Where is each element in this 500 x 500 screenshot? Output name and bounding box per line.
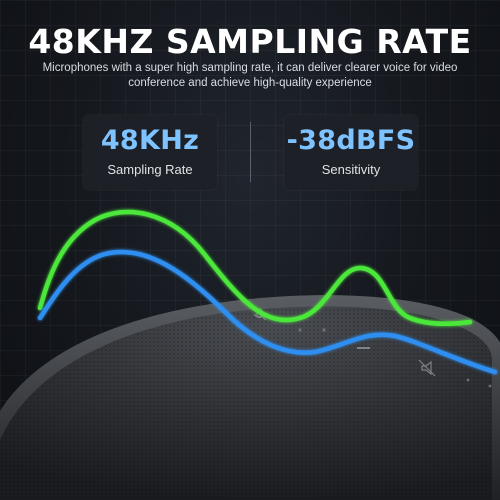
description-text: Microphones with a super high sampling r… [42, 62, 458, 89]
card-divider [250, 122, 251, 182]
spec-value: 48KHz [100, 125, 200, 156]
page-title: 48KHZ SAMPLING RATE [28, 22, 472, 61]
spec-label: Sensitivity [321, 162, 381, 177]
speaker-mute-icon [418, 359, 436, 377]
spec-value: -38dBFS [286, 125, 416, 156]
spec-card-sensitivity: -38dBFS Sensitivity [284, 115, 418, 190]
dot-indicator [298, 328, 492, 388]
blue-sound-wave [37, 249, 498, 375]
spec-card-sampling-rate: 48KHz Sampling Rate [83, 115, 217, 190]
spec-label: Sampling Rate [107, 162, 193, 177]
green-sound-wave [37, 209, 473, 326]
